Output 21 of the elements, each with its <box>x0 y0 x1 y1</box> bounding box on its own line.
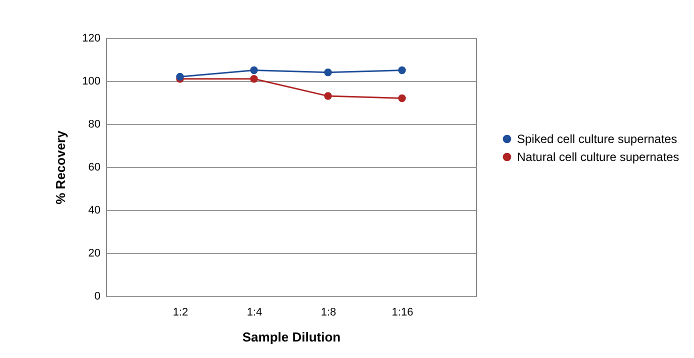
legend-label: Natural cell culture supernates <box>517 150 680 164</box>
y-axis-title: % Recovery <box>53 130 68 204</box>
y-tick-label: 120 <box>82 32 100 44</box>
y-tick-label: 40 <box>88 204 100 216</box>
point <box>324 92 332 100</box>
x-tick-label: 1:16 <box>392 306 414 318</box>
y-tick-label: 80 <box>88 118 100 130</box>
y-tick-label: 60 <box>88 162 100 174</box>
x-tick-label: 1:8 <box>320 306 336 318</box>
y-tick-label: 20 <box>88 248 100 260</box>
point <box>324 68 332 76</box>
point <box>250 74 258 83</box>
x-tick-label: 1:4 <box>246 306 262 318</box>
y-tick-label: 100 <box>82 76 100 88</box>
legend-label: Spiked cell culture supernates <box>517 132 678 146</box>
x-tick-label: 1:2 <box>172 306 188 318</box>
point <box>250 66 258 74</box>
x-axis-title: Sample Dilution <box>242 330 341 344</box>
point <box>398 94 406 102</box>
y-tick-label: 0 <box>94 290 100 302</box>
point <box>398 66 406 74</box>
